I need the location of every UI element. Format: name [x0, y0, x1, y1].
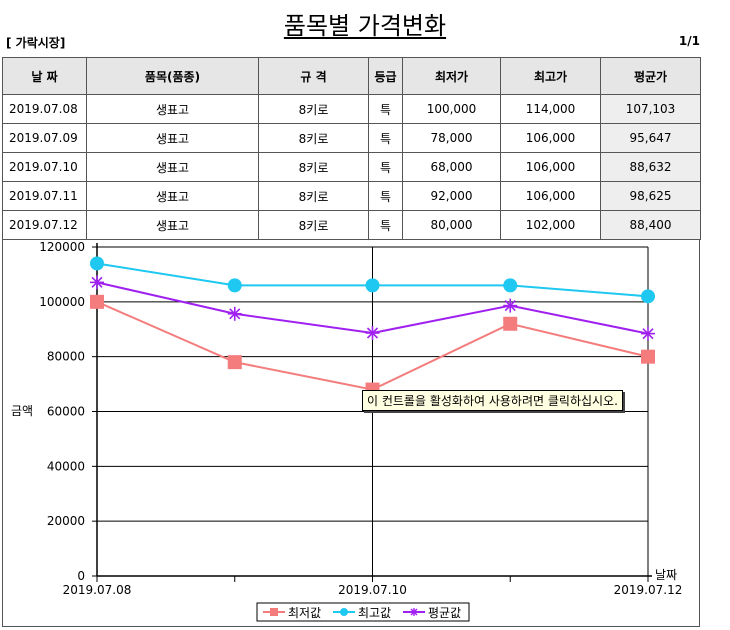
cell-max-price: 106,000 — [500, 181, 601, 211]
cell-spec: 8키로 — [258, 123, 369, 153]
cell-avg-price: 88,400 — [600, 210, 701, 240]
data-point-avg — [227, 306, 242, 321]
cell-spec: 8키로 — [258, 94, 369, 124]
cell-item: 생표고 — [86, 181, 259, 211]
table-row: 2019.07.08 생표고 8키로 특 100,000 114,000 107… — [2, 94, 701, 124]
x-axis-title: 날짜 — [655, 568, 677, 582]
cell-max-price: 106,000 — [500, 123, 601, 153]
y-tick-label: 100000 — [39, 295, 85, 309]
x-tick-label: 2019.07.12 — [614, 583, 683, 597]
header-min-price: 최저가 — [402, 57, 501, 95]
page-indicator: 1/1 — [678, 34, 700, 48]
price-line-chart: 0 20000 40000 60000 80000 100000 120000 2019.07… — [11, 240, 683, 622]
x-tick-label: 2019.07.08 — [63, 583, 132, 597]
data-point-max — [503, 278, 518, 293]
data-point-max — [90, 256, 104, 271]
data-point-max — [227, 278, 242, 293]
data-point-min — [503, 316, 518, 331]
star-stroke — [410, 608, 418, 616]
header-spec: 규 격 — [258, 57, 369, 95]
cell-grade: 특 — [368, 94, 403, 124]
cell-item: 생표고 — [86, 123, 259, 153]
cell-avg-price: 98,625 — [600, 181, 701, 211]
data-point-avg — [365, 326, 380, 341]
y-tick-label: 120000 — [39, 240, 85, 254]
price-table: 날 짜 품목(품종) 규 격 등급 최저가 최고가 평균가 2019.07.08… — [2, 57, 701, 240]
cell-min-price: 80,000 — [402, 210, 501, 240]
cell-item: 생표고 — [86, 94, 259, 124]
cell-date: 2019.07.09 — [2, 123, 87, 153]
cell-grade: 특 — [368, 210, 403, 240]
cell-grade: 특 — [368, 181, 403, 211]
y-axis-title: 금액 — [11, 404, 33, 418]
table-row: 2019.07.11 생표고 8키로 특 92,000 106,000 98,6… — [2, 181, 701, 211]
star-stroke — [366, 327, 379, 339]
legend-label: 최고값 — [358, 606, 391, 620]
star-stroke — [91, 276, 103, 288]
legend-marker-circle — [340, 608, 348, 616]
header-avg-price: 평균가 — [600, 57, 701, 95]
legend-marker-star — [410, 608, 418, 616]
cell-avg-price: 95,647 — [600, 123, 701, 153]
cell-item: 생표고 — [86, 210, 259, 240]
chart-control[interactable]: 0 20000 40000 60000 80000 100000 120000 2019.07… — [2, 239, 700, 627]
cell-min-price: 92,000 — [402, 181, 501, 211]
data-point-min — [90, 294, 104, 309]
data-point-avg — [641, 326, 655, 341]
data-point-avg — [90, 275, 104, 290]
y-tick-label: 60000 — [47, 405, 85, 419]
legend-box — [256, 602, 470, 622]
cell-min-price: 78,000 — [402, 123, 501, 153]
header-max-price: 최고가 — [500, 57, 601, 95]
legend-label: 평균값 — [428, 606, 461, 620]
market-label: [ 가락시장] — [6, 36, 66, 50]
data-point-min — [641, 349, 655, 364]
y-tick-label: 20000 — [47, 514, 85, 528]
activate-control-tooltip: 이 컨트롤을 활성화하여 사용하려면 클릭하십시오. — [362, 390, 623, 411]
cell-max-price: 102,000 — [500, 210, 601, 240]
page-title: 품목별 가격변화 — [283, 12, 447, 40]
cell-min-price: 100,000 — [402, 94, 501, 124]
star-stroke — [504, 300, 516, 312]
cell-max-price: 106,000 — [500, 152, 601, 182]
y-tick-label: 80000 — [47, 350, 85, 364]
legend-label: 최저값 — [288, 606, 321, 620]
cell-min-price: 68,000 — [402, 152, 501, 182]
y-tick-label: 40000 — [47, 459, 85, 473]
data-point-avg — [503, 298, 518, 313]
cell-date: 2019.07.10 — [2, 152, 87, 182]
table-row: 2019.07.12 생표고 8키로 특 80,000 102,000 88,4… — [2, 210, 701, 240]
x-tick-label: 2019.07.10 — [338, 583, 407, 597]
header-grade: 등급 — [368, 57, 403, 95]
cell-max-price: 114,000 — [500, 94, 601, 124]
cell-spec: 8키로 — [258, 210, 369, 240]
header-item: 품목(품종) — [86, 57, 259, 95]
table-row: 2019.07.10 생표고 8키로 특 68,000 106,000 88,6… — [2, 152, 701, 182]
cell-spec: 8키로 — [258, 152, 369, 182]
star-stroke — [642, 328, 654, 340]
data-point-max — [365, 278, 380, 293]
cell-spec: 8키로 — [258, 181, 369, 211]
data-point-min — [227, 355, 242, 370]
table-header-row: 날 짜 품목(품종) 규 격 등급 최저가 최고가 평균가 — [2, 57, 701, 95]
table-row: 2019.07.09 생표고 8키로 특 78,000 106,000 95,6… — [2, 123, 701, 153]
cell-avg-price: 107,103 — [600, 94, 701, 124]
y-tick-label: 0 — [77, 569, 85, 583]
data-point-max — [641, 289, 655, 304]
cell-date: 2019.07.12 — [2, 210, 87, 240]
cell-date: 2019.07.11 — [2, 181, 87, 211]
legend-marker-square — [270, 608, 278, 616]
cell-date: 2019.07.08 — [2, 94, 87, 124]
cell-item: 생표고 — [86, 152, 259, 182]
cell-avg-price: 88,632 — [600, 152, 701, 182]
star-stroke — [229, 308, 241, 320]
cell-grade: 특 — [368, 123, 403, 153]
header-date: 날 짜 — [2, 57, 87, 95]
cell-grade: 특 — [368, 152, 403, 182]
